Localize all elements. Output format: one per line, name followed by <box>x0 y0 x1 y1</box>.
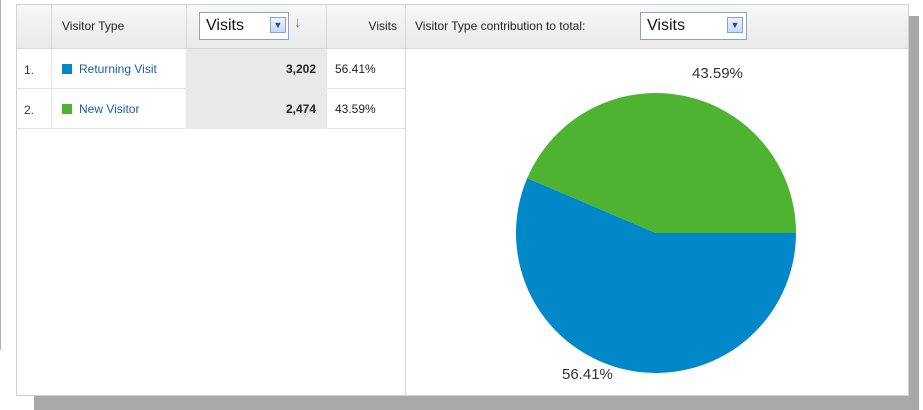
contribution-label: Visitor Type contribution to total: <box>415 19 586 33</box>
table-row: 2. New Visitor 2,474 43.59% <box>17 89 406 129</box>
contribution-select[interactable]: Visits ▼ <box>640 12 747 40</box>
contribution-select-value: Visits <box>647 17 685 34</box>
header-metric-column: Visits ▼ ↓ <box>187 5 327 48</box>
pie-label-returning-visit: 56.41% <box>562 366 613 383</box>
row-percent-cell: 43.59% <box>327 89 406 129</box>
metric-select[interactable]: Visits ▼ <box>199 12 289 40</box>
pie-slice-new-visitor[interactable] <box>527 93 796 233</box>
report-panel: Visitor Type Visits ▼ ↓ Visits Visitor T… <box>16 4 909 396</box>
row-index: 1. <box>24 63 35 77</box>
row-index-cell: 2. <box>17 89 52 129</box>
legend-swatch-icon <box>62 64 72 74</box>
row-percent-cell: 56.41% <box>327 49 406 89</box>
header-visitor-type-label: Visitor Type <box>62 19 125 33</box>
new-visitor-link[interactable]: New Visitor <box>79 102 140 116</box>
sort-descending-icon[interactable]: ↓ <box>294 14 302 31</box>
row-index-cell: 1. <box>17 49 52 89</box>
row-visits-value: 2,474 <box>285 102 316 116</box>
pie-slice-returning-visit[interactable] <box>516 178 796 373</box>
row-percent-value: 43.59% <box>335 102 376 116</box>
table-row: 1. Returning Visit 3,202 56.41% <box>17 49 406 89</box>
returning-visit-link[interactable]: Returning Visit <box>79 62 157 76</box>
row-visits-value: 3,202 <box>285 62 316 76</box>
pie-label-new-visitor: 43.59% <box>692 65 743 82</box>
row-visits-cell: 3,202 <box>187 49 327 89</box>
row-percent-value: 56.41% <box>335 62 376 76</box>
pie-chart <box>516 93 796 373</box>
row-dimension-cell: Returning Visit <box>52 49 187 89</box>
metric-select-value: Visits <box>206 17 244 34</box>
row-visits-cell: 2,474 <box>187 89 327 129</box>
header-visits-label: Visits <box>368 19 397 33</box>
header-visits-column[interactable]: Visits <box>327 5 406 48</box>
header-index-column <box>17 5 52 48</box>
chevron-down-icon[interactable]: ▼ <box>270 17 286 33</box>
legend-swatch-icon <box>62 104 72 114</box>
row-dimension-cell: New Visitor <box>52 89 187 129</box>
left-edge-line <box>0 0 1 350</box>
row-index: 2. <box>24 103 35 117</box>
header-visitor-type-column[interactable]: Visitor Type <box>52 5 187 48</box>
table-header: Visitor Type Visits ▼ ↓ Visits Visitor T… <box>17 5 908 49</box>
chevron-down-icon[interactable]: ▼ <box>727 17 743 33</box>
column-divider <box>405 49 406 395</box>
